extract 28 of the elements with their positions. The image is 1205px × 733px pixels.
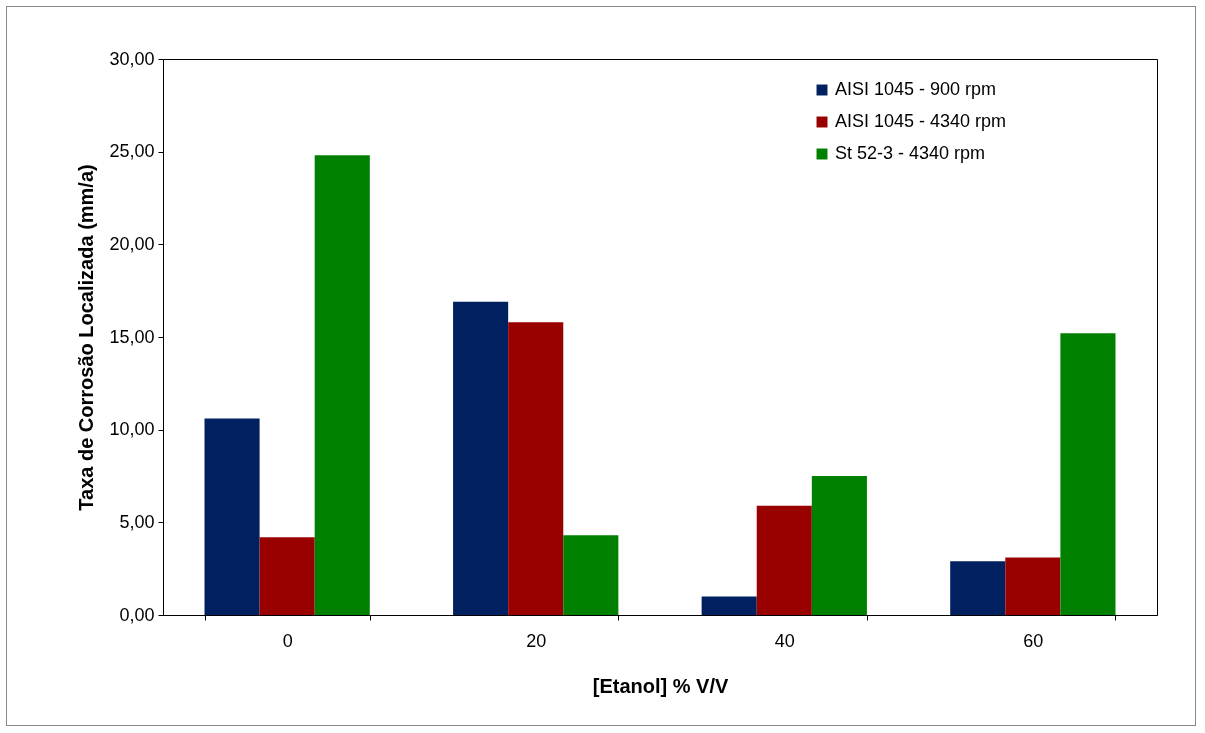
bar [1005, 557, 1061, 615]
y-tick-label: 15,00 [109, 326, 155, 347]
bar [563, 535, 619, 615]
x-tick-label: 40 [774, 630, 795, 651]
y-tick-label: 30,00 [109, 48, 155, 69]
x-tick-label: 20 [526, 630, 547, 651]
bar [1060, 333, 1116, 615]
bar [508, 322, 564, 615]
bar [314, 155, 370, 615]
x-tick-label: 60 [1023, 630, 1044, 651]
x-axis-title: [Etanol] % V/V [592, 674, 729, 697]
legend-label: St 52-3 - 4340 rpm [835, 143, 986, 163]
bar [259, 537, 315, 615]
bar [811, 476, 867, 615]
y-tick-label: 10,00 [109, 419, 155, 440]
y-tick-label: 25,00 [109, 141, 155, 162]
x-tick-label: 0 [282, 630, 293, 651]
bar [453, 301, 509, 615]
y-tick-label: 0,00 [119, 604, 155, 625]
y-tick-label: 5,00 [119, 511, 155, 532]
y-axis-title: Taxa de Corrosão Localizada (mm/a) [75, 164, 98, 511]
bar [756, 505, 812, 615]
legend-label: AISI 1045 - 900 rpm [835, 79, 997, 99]
legend-label: AISI 1045 - 4340 rpm [835, 111, 1007, 131]
bar [701, 596, 757, 615]
bar [950, 561, 1006, 615]
y-tick-label: 20,00 [109, 233, 155, 254]
bar [204, 418, 260, 615]
